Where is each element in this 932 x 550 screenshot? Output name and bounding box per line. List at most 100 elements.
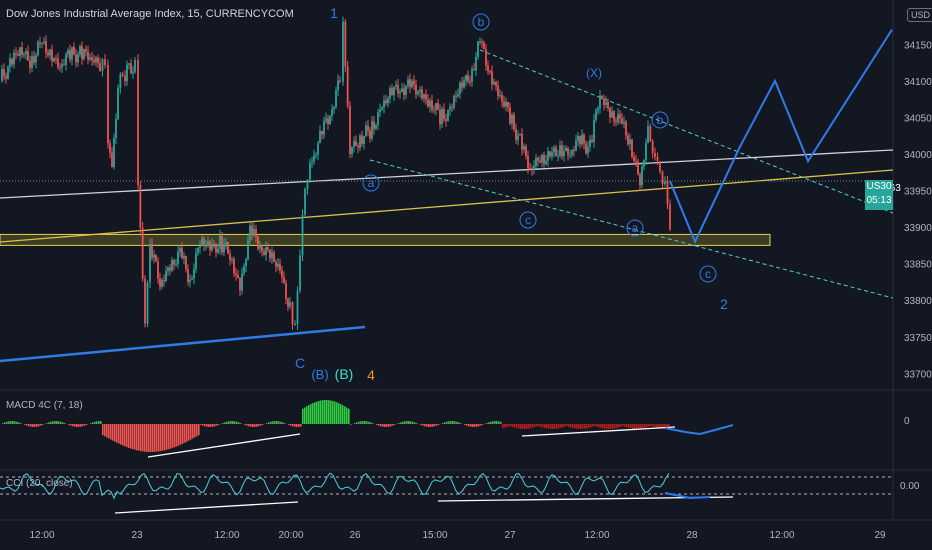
cci-line <box>0 472 670 500</box>
macd-bar <box>46 423 48 424</box>
macd-bar <box>602 424 604 429</box>
candle-body <box>495 81 497 86</box>
candle-body <box>513 114 515 130</box>
macd-bar <box>660 424 662 429</box>
candle-body <box>157 261 159 279</box>
macd-bar <box>596 424 598 427</box>
candle-body <box>489 71 491 73</box>
macd-bar <box>2 423 4 424</box>
macd-bar <box>526 424 528 429</box>
candle-body <box>449 106 451 111</box>
wave-label-circle <box>472 13 490 31</box>
candle-body <box>255 229 257 237</box>
candle-body <box>197 247 199 253</box>
macd-bar <box>132 424 134 450</box>
macd-bar <box>552 424 554 429</box>
macd-bar <box>140 424 142 452</box>
cci-tick: 0.00 <box>900 481 920 492</box>
candle-body <box>639 174 641 186</box>
candle-body <box>613 111 615 121</box>
candle-body <box>342 21 344 82</box>
candle-body <box>115 119 117 139</box>
candle-body <box>275 261 277 267</box>
macd-bar <box>80 424 82 427</box>
candle-body <box>207 241 209 246</box>
macd-bar <box>630 424 632 429</box>
macd-bar <box>322 400 324 424</box>
macd-bar <box>390 424 392 427</box>
candle-body <box>475 56 477 71</box>
candle-body <box>481 41 483 43</box>
candle-body <box>391 88 393 96</box>
candle-body <box>469 81 471 83</box>
macd-bar <box>438 424 440 425</box>
candle-body <box>429 100 431 107</box>
macd-bar <box>550 424 552 429</box>
macd-bar <box>310 404 312 424</box>
candle-body <box>301 214 304 256</box>
candle-body <box>331 109 333 116</box>
candle-body <box>607 102 609 108</box>
macd-bar <box>308 405 310 424</box>
macd-bar <box>20 423 22 424</box>
candle-body <box>643 159 645 167</box>
candle-body <box>173 260 175 265</box>
macd-bar <box>248 424 250 427</box>
candle-body <box>299 255 301 292</box>
candle-body <box>29 60 31 68</box>
macd-bar <box>594 424 596 427</box>
macd-bar <box>514 424 516 428</box>
candle-body <box>261 245 263 252</box>
candle-body <box>21 47 23 55</box>
macd-bar <box>600 424 602 428</box>
macd-bar <box>42 424 44 425</box>
macd-bar <box>334 401 336 424</box>
candle-body <box>399 91 401 94</box>
macd-bar <box>136 424 138 451</box>
macd-bar <box>10 421 12 424</box>
candle-body <box>427 99 429 107</box>
candle-body <box>257 236 259 249</box>
candle-body <box>265 247 267 255</box>
candle-body <box>161 280 163 287</box>
macd-bar <box>402 421 404 424</box>
candle-body <box>19 47 21 56</box>
candle-body <box>11 58 13 65</box>
channel-upper <box>479 49 894 214</box>
candle-body <box>187 269 189 282</box>
macd-bar <box>580 424 582 429</box>
candle-body <box>229 253 231 260</box>
macd-bar <box>470 424 472 427</box>
macd-bar <box>428 424 430 427</box>
macd-bar <box>212 424 214 427</box>
macd-bar <box>636 424 638 429</box>
macd-bar <box>604 424 606 429</box>
y-tick-label: 34100 <box>904 77 932 88</box>
candle-body <box>409 79 411 88</box>
candle-body <box>217 248 219 253</box>
macd-bar <box>492 421 494 424</box>
y-tick-label: 33750 <box>904 333 932 344</box>
macd-bar <box>562 424 564 428</box>
candle-body <box>134 60 136 72</box>
macd-bar <box>262 424 264 425</box>
macd-bar <box>134 424 136 450</box>
wave-label: a <box>632 221 639 235</box>
macd-bar <box>346 407 348 424</box>
candle-body <box>623 121 625 124</box>
macd-bar <box>192 424 194 439</box>
macd-bar <box>162 424 164 451</box>
candle-body <box>346 66 349 106</box>
macd-bar <box>582 424 584 429</box>
macd-bar <box>50 421 52 424</box>
macd-bar <box>520 424 522 429</box>
macd-bar <box>198 424 200 436</box>
macd-bar <box>40 424 42 426</box>
candle-body <box>654 153 656 157</box>
macd-bar <box>194 424 196 438</box>
candle-body <box>375 124 377 129</box>
candle-body <box>397 84 399 94</box>
candle-body <box>311 161 313 163</box>
currency-badge[interactable]: USD <box>907 8 932 22</box>
